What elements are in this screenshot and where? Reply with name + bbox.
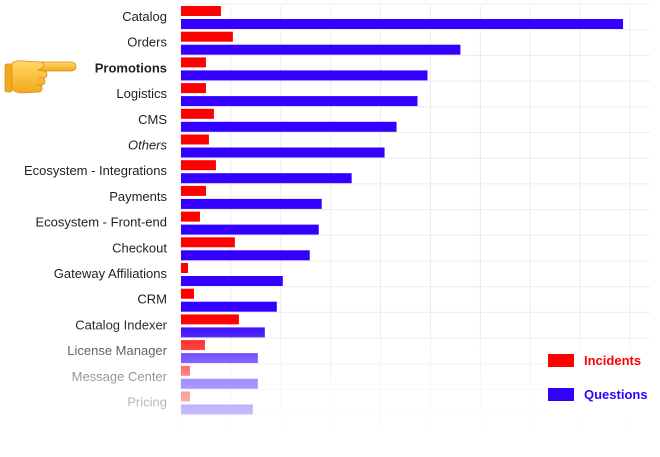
legend-swatch-incidents xyxy=(548,353,574,367)
category-label: License Manager xyxy=(67,343,167,358)
category-label: Checkout xyxy=(112,240,167,255)
category-label: Payments xyxy=(109,189,167,204)
category-label: Catalog Indexer xyxy=(75,317,167,332)
bar-questions xyxy=(181,276,283,286)
bar-questions xyxy=(181,96,418,107)
bar-incidents xyxy=(181,57,206,68)
bar-incidents xyxy=(181,6,221,16)
legend-swatch-questions xyxy=(548,387,574,401)
category-label: Logistics xyxy=(116,86,167,101)
bar-incidents xyxy=(181,83,206,94)
bar-incidents xyxy=(181,365,190,376)
category-label: Promotions xyxy=(95,60,167,75)
bar-incidents xyxy=(181,31,233,42)
bar-questions xyxy=(181,19,624,29)
bar-incidents xyxy=(181,134,209,145)
bar-questions xyxy=(181,121,397,132)
bar-questions xyxy=(181,301,277,312)
bar-incidents xyxy=(181,211,200,222)
bar-incidents xyxy=(181,160,216,171)
legend-label-questions: Questions xyxy=(584,386,648,402)
bar-questions xyxy=(181,44,461,55)
bar-questions xyxy=(181,198,322,209)
category-label: Gateway Affiliations xyxy=(54,266,168,281)
bar-questions xyxy=(181,404,253,415)
category-label: Message Center xyxy=(72,369,168,384)
category-label: Others xyxy=(128,138,168,153)
category-label: Ecosystem - Front-end xyxy=(36,215,168,230)
category-label: CRM xyxy=(137,292,167,307)
legend-item-incidents: Incidents xyxy=(548,350,658,370)
legend: Incidents Questions xyxy=(548,350,658,418)
category-label: Orders xyxy=(127,35,167,50)
bar-questions xyxy=(181,147,385,158)
bar-incidents xyxy=(181,314,239,325)
category-label: Catalog xyxy=(122,9,167,24)
pointing-hand-icon xyxy=(4,60,77,94)
bar-incidents xyxy=(181,108,214,119)
bar-incidents xyxy=(181,185,206,196)
legend-item-questions: Questions xyxy=(548,384,658,404)
bar-questions xyxy=(181,378,258,389)
bar-questions xyxy=(181,70,428,81)
bar-questions xyxy=(181,224,319,235)
bar-incidents xyxy=(181,391,190,402)
bar-questions xyxy=(181,250,310,261)
bar-incidents xyxy=(181,237,235,248)
bar-questions xyxy=(181,173,352,184)
category-label: Pricing xyxy=(127,395,167,410)
category-label: Ecosystem - Integrations xyxy=(24,163,168,178)
category-label: CMS xyxy=(138,112,167,127)
bar-incidents xyxy=(181,288,194,299)
bar-questions xyxy=(181,327,265,338)
bar-incidents xyxy=(181,340,205,351)
legend-label-incidents: Incidents xyxy=(584,352,642,368)
bar-questions xyxy=(181,353,258,364)
bar-incidents xyxy=(181,263,188,273)
